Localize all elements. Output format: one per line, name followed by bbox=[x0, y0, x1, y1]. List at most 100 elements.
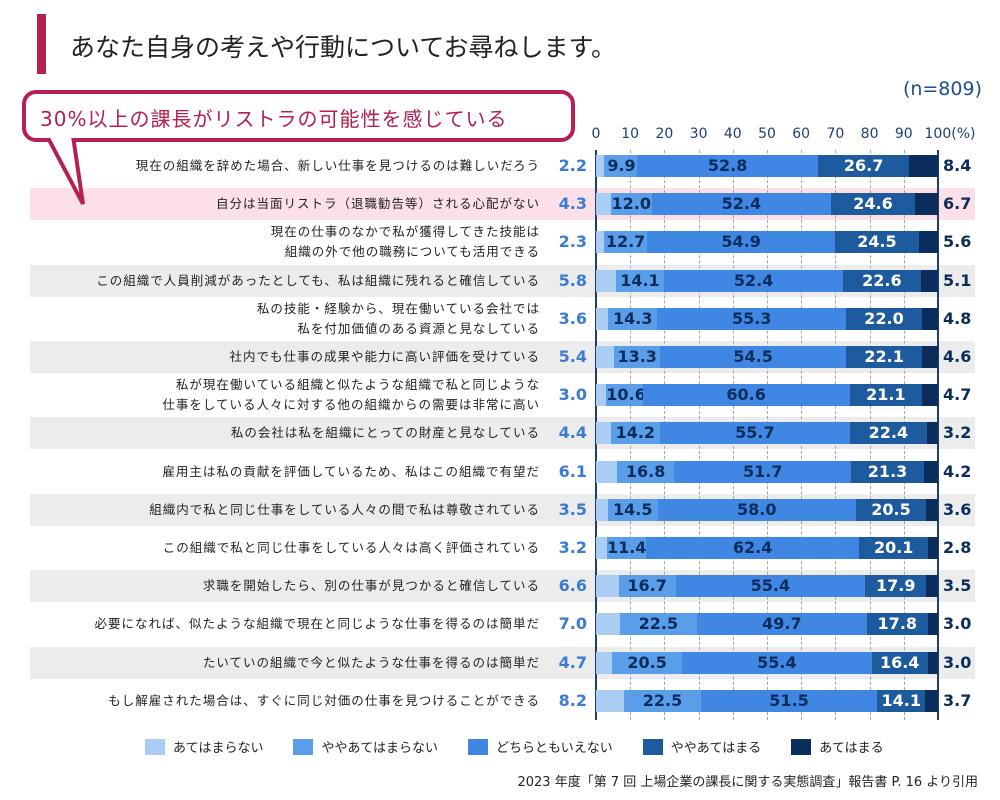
value-label: 60.6 bbox=[726, 385, 766, 405]
bar-segment bbox=[682, 651, 872, 674]
value-label: 3.0 bbox=[943, 614, 972, 634]
bar-segment bbox=[928, 537, 938, 559]
category-label: 求職を開始したら、別の仕事が見つかると確信している bbox=[202, 578, 540, 594]
bar-segment bbox=[835, 231, 919, 254]
value-label: 14.1 bbox=[620, 270, 660, 290]
value-label: 5.6 bbox=[943, 232, 972, 252]
value-label: 2.3 bbox=[558, 232, 587, 252]
value-label: 12.7 bbox=[605, 232, 646, 252]
bar-segment bbox=[851, 460, 924, 483]
bar-segment bbox=[846, 346, 922, 368]
value-label: 16.8 bbox=[625, 461, 666, 481]
x-tick-label: 100(%) bbox=[924, 126, 976, 142]
value-label: 11.4 bbox=[606, 538, 647, 557]
legend-label: ややあてはまらない bbox=[321, 741, 438, 756]
bar-segment bbox=[877, 689, 926, 712]
callout-box: 30%以上の課長がリストラの可能性を感じている bbox=[22, 90, 575, 142]
bar-segment bbox=[596, 537, 607, 559]
bar-segment bbox=[596, 231, 604, 254]
value-label: 14.5 bbox=[613, 499, 653, 519]
bar-segment bbox=[596, 269, 616, 292]
bar-segment bbox=[925, 689, 938, 712]
bar-segment bbox=[855, 498, 927, 521]
value-label: 22.4 bbox=[868, 423, 909, 443]
value-label: 24.6 bbox=[853, 194, 893, 214]
value-label: 26.7 bbox=[843, 156, 884, 175]
legend-item: どちらともいえない bbox=[467, 737, 613, 756]
value-label: 14.3 bbox=[613, 308, 653, 328]
bar-segment bbox=[659, 346, 847, 368]
bar-segment bbox=[619, 613, 697, 636]
x-tick-label: 10 bbox=[621, 126, 640, 142]
sample-size: (n=809) bbox=[902, 78, 982, 100]
value-label: 55.7 bbox=[735, 423, 775, 443]
value-label: 2.8 bbox=[943, 538, 972, 557]
bar-segment bbox=[612, 651, 683, 674]
bar-segment bbox=[926, 575, 939, 598]
bar-segment bbox=[614, 346, 660, 368]
bar-segment bbox=[596, 498, 608, 521]
bar-segment bbox=[647, 231, 836, 254]
value-label: 4.7 bbox=[558, 652, 587, 672]
bar-segment bbox=[915, 193, 938, 216]
bar-segment bbox=[596, 346, 615, 368]
value-label: 20.5 bbox=[627, 652, 667, 672]
value-label: 55.4 bbox=[757, 652, 797, 672]
value-label: 8.2 bbox=[558, 690, 587, 710]
category-label: 現在の組織を辞めた場合、新しい仕事を見つけるのは難しいだろう bbox=[135, 158, 540, 173]
value-label: 55.4 bbox=[750, 576, 791, 596]
bar-segment bbox=[606, 537, 646, 559]
value-label: 3.2 bbox=[943, 423, 972, 443]
value-label: 5.4 bbox=[558, 347, 587, 366]
bar-segment bbox=[603, 155, 638, 177]
value-label: 6.6 bbox=[558, 576, 587, 596]
value-label: 52.4 bbox=[721, 194, 762, 214]
title-accent-bar bbox=[37, 14, 46, 74]
bar-segment bbox=[603, 231, 648, 254]
bar-segment bbox=[700, 689, 878, 712]
value-label: 2.2 bbox=[558, 156, 587, 175]
category-label: この組織で人員削減があったとしても、私は組織に残れると確信している bbox=[96, 272, 540, 288]
value-label: 51.7 bbox=[742, 461, 783, 481]
bar-segment bbox=[616, 460, 675, 483]
value-label: 51.5 bbox=[769, 690, 809, 710]
bar-segment bbox=[920, 269, 938, 292]
legend-swatch bbox=[293, 738, 314, 755]
category-label: 自分は当面リストラ（退職勧告等）される心配がない bbox=[215, 196, 540, 212]
value-label: 3.5 bbox=[943, 576, 972, 596]
bar-segment bbox=[850, 422, 927, 445]
value-label: 62.4 bbox=[732, 538, 773, 557]
value-label: 14.1 bbox=[881, 690, 921, 710]
legend-label: ややあてはまる bbox=[670, 741, 762, 756]
category-label: もし解雇された場合は、すぐに同じ対価の仕事を見つけることができる bbox=[108, 692, 540, 708]
bar-segment bbox=[624, 689, 701, 712]
value-label: 4.2 bbox=[943, 461, 972, 481]
legend-item: あてはまらない bbox=[145, 737, 263, 756]
bar-segment bbox=[921, 384, 938, 407]
category-label: たいていの組織で今と似たような仕事を得るのは簡単だ bbox=[202, 654, 540, 670]
bar-segment bbox=[615, 269, 665, 292]
bar-segment bbox=[642, 384, 850, 407]
value-label: 24.5 bbox=[857, 232, 897, 252]
bar-segment bbox=[927, 613, 938, 636]
category-label: 私が現在働いている組織と似たような組織で私と同じような 仕事をしている人々に対す… bbox=[162, 377, 540, 413]
legend-item: あてはまる bbox=[791, 737, 884, 756]
value-label: 4.3 bbox=[558, 194, 587, 214]
legend-swatch bbox=[642, 738, 663, 755]
axis-line-100 bbox=[937, 150, 939, 720]
bar-segment bbox=[596, 193, 611, 216]
value-label: 22.0 bbox=[864, 308, 904, 328]
legend-label: あてはまる bbox=[819, 741, 884, 756]
bar-segment bbox=[830, 193, 916, 216]
legend-swatch bbox=[145, 738, 165, 755]
value-label: 21.3 bbox=[867, 461, 908, 481]
value-label: 4.4 bbox=[558, 423, 587, 443]
page-title: あなた自身の考えや行動についてお尋ねします。 bbox=[70, 33, 617, 62]
value-label: 3.0 bbox=[558, 385, 587, 405]
x-tick-label: 60 bbox=[792, 126, 811, 142]
legend-label: どちらともいえない bbox=[495, 741, 613, 756]
bar-segment bbox=[865, 575, 927, 598]
legend-item: ややあてはまる bbox=[642, 737, 762, 756]
bar-segment bbox=[927, 651, 938, 674]
